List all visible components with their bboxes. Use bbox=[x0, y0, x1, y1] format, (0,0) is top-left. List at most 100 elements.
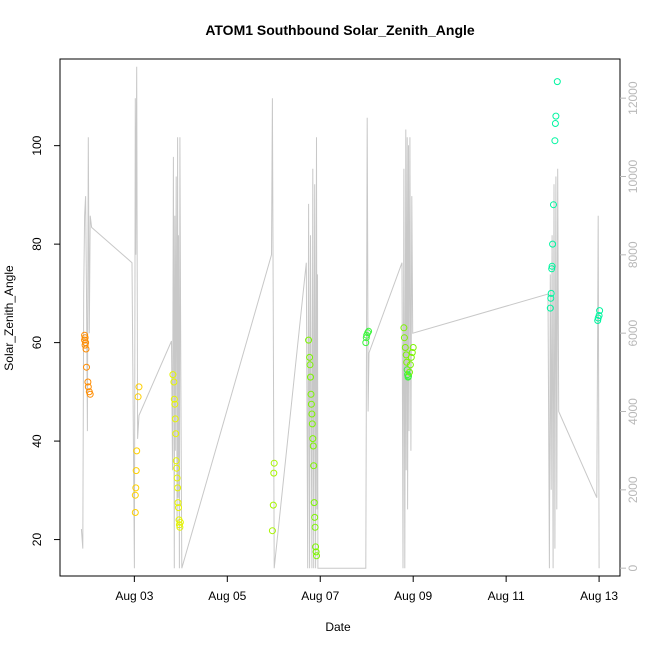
data-point bbox=[174, 484, 182, 492]
data-point bbox=[362, 339, 370, 347]
y-tick-label: 20 bbox=[30, 533, 44, 547]
data-point bbox=[307, 373, 314, 381]
data-point bbox=[170, 395, 178, 403]
data-point bbox=[594, 317, 602, 324]
data-point bbox=[310, 499, 318, 507]
data-point bbox=[310, 462, 318, 470]
data-point bbox=[596, 307, 604, 315]
data-point bbox=[309, 442, 317, 450]
data-point bbox=[172, 457, 180, 465]
data-point bbox=[308, 410, 316, 418]
data-point bbox=[83, 363, 90, 371]
data-point bbox=[553, 78, 561, 86]
plot-frame bbox=[59, 58, 621, 577]
data-point bbox=[270, 469, 278, 477]
data-point bbox=[172, 430, 180, 438]
y-axis: 20 40 60 80 100 bbox=[30, 135, 60, 546]
data-point bbox=[176, 523, 184, 531]
data-point bbox=[133, 447, 141, 455]
data-point bbox=[170, 378, 178, 386]
points-layer bbox=[81, 78, 604, 560]
data-point bbox=[362, 334, 370, 342]
data-point bbox=[365, 327, 373, 335]
x-tick-label: Aug 03 bbox=[115, 589, 153, 603]
x-tick-label: Aug 11 bbox=[488, 589, 525, 603]
data-point bbox=[175, 504, 182, 512]
data-point bbox=[400, 334, 408, 342]
data-point bbox=[270, 459, 278, 467]
x-tick-label: Aug 09 bbox=[394, 589, 432, 603]
x-tick-label: Aug 07 bbox=[301, 589, 339, 603]
data-point bbox=[131, 491, 139, 499]
data-point bbox=[407, 353, 415, 361]
data-point bbox=[546, 304, 554, 312]
x-axis-label: Date bbox=[325, 620, 351, 634]
secondary-trace-layer bbox=[80, 66, 600, 569]
data-point bbox=[551, 137, 559, 145]
data-point bbox=[176, 518, 184, 526]
data-point bbox=[311, 523, 319, 531]
data-point bbox=[84, 383, 92, 391]
data-point bbox=[81, 331, 89, 339]
data-point bbox=[169, 371, 177, 379]
data-point bbox=[173, 474, 181, 482]
data-point bbox=[306, 361, 314, 369]
data-point bbox=[551, 120, 559, 127]
data-point bbox=[406, 361, 414, 369]
data-point bbox=[308, 420, 316, 428]
data-point bbox=[132, 484, 140, 492]
chart-title: ATOM1 Southbound Solar_Zenith_Angle bbox=[205, 22, 475, 38]
data-point bbox=[595, 312, 603, 319]
secondary-trace-line bbox=[80, 66, 600, 569]
data-point bbox=[547, 289, 555, 297]
data-point bbox=[312, 548, 320, 556]
data-point bbox=[552, 112, 560, 120]
data-point bbox=[86, 390, 94, 398]
data-point bbox=[364, 329, 372, 337]
data-point bbox=[405, 372, 412, 380]
data-point bbox=[269, 501, 277, 509]
data-point bbox=[171, 400, 179, 408]
x-tick-label: Aug 05 bbox=[208, 589, 246, 603]
data-point bbox=[400, 324, 408, 332]
data-point bbox=[313, 552, 320, 560]
data-point bbox=[135, 383, 143, 391]
data-point bbox=[547, 294, 555, 302]
y-tick-label: 40 bbox=[30, 434, 44, 448]
data-point bbox=[173, 464, 181, 472]
data-point bbox=[309, 435, 317, 443]
data-point bbox=[82, 345, 90, 353]
data-point bbox=[306, 353, 314, 361]
y-axis-right: 0 2000 4000 6000 8000 10000 12000 bbox=[620, 81, 640, 572]
y-axis-label: Solar_Zenith_Angle bbox=[2, 265, 16, 371]
data-point bbox=[84, 378, 92, 386]
data-point bbox=[171, 415, 179, 423]
data-point bbox=[134, 393, 142, 401]
y2-tick-label: 2000 bbox=[626, 476, 640, 503]
data-point bbox=[81, 341, 89, 349]
data-point bbox=[132, 467, 140, 475]
x-axis: Aug 03 Aug 05 Aug 07 Aug 09 Aug 11 Aug 13 bbox=[115, 576, 618, 603]
data-point bbox=[406, 368, 413, 376]
y2-tick-label: 8000 bbox=[626, 241, 640, 268]
data-point bbox=[548, 262, 556, 270]
data-point bbox=[312, 543, 320, 551]
data-point bbox=[550, 201, 557, 209]
data-point bbox=[549, 240, 557, 248]
data-point bbox=[401, 344, 409, 351]
data-point bbox=[131, 509, 139, 516]
y2-tick-label: 10000 bbox=[626, 159, 640, 193]
y2-tick-label: 6000 bbox=[626, 319, 640, 346]
data-point bbox=[548, 265, 556, 273]
y2-tick-label: 4000 bbox=[626, 398, 640, 425]
data-point bbox=[408, 349, 416, 356]
y-tick-label: 80 bbox=[30, 237, 44, 251]
data-point bbox=[307, 390, 315, 398]
y2-tick-label: 12000 bbox=[626, 81, 640, 115]
data-point bbox=[305, 336, 313, 344]
y-tick-label: 60 bbox=[30, 336, 44, 350]
y2-tick-label: 0 bbox=[626, 565, 640, 572]
data-point bbox=[268, 527, 276, 535]
y-tick-label: 100 bbox=[30, 135, 44, 155]
data-point bbox=[174, 499, 182, 507]
